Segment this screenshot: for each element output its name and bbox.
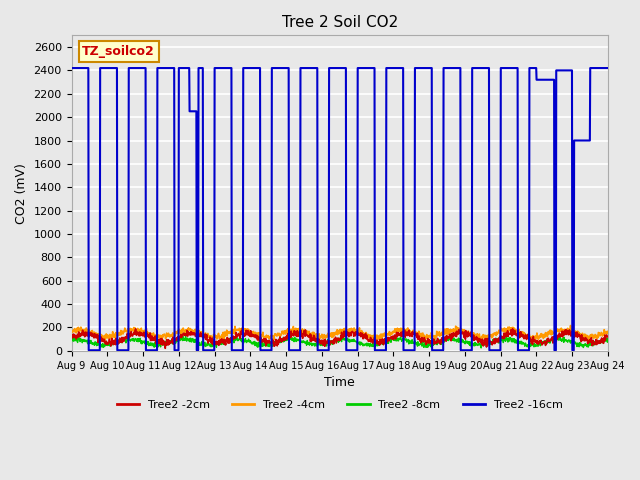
Tree2 -4cm	[307, 333, 314, 338]
Tree2 -2cm	[131, 328, 139, 334]
Tree2 -4cm	[586, 338, 593, 344]
Tree2 -8cm	[373, 343, 381, 348]
Tree2 -16cm	[109, 65, 117, 71]
Tree2 -16cm	[316, 348, 324, 353]
Text: TZ_soilco2: TZ_soilco2	[83, 45, 155, 58]
Tree2 -2cm	[307, 332, 315, 338]
Line: Tree2 -4cm: Tree2 -4cm	[72, 325, 608, 341]
Tree2 -2cm	[109, 340, 117, 346]
Tree2 -4cm	[566, 323, 574, 328]
Tree2 -16cm	[68, 65, 76, 71]
Title: Tree 2 Soil CO2: Tree 2 Soil CO2	[282, 15, 398, 30]
Tree2 -8cm	[604, 338, 612, 344]
Tree2 -2cm	[239, 325, 246, 331]
Line: Tree2 -8cm: Tree2 -8cm	[72, 336, 608, 348]
Tree2 -4cm	[295, 327, 303, 333]
Legend: Tree2 -2cm, Tree2 -4cm, Tree2 -8cm, Tree2 -16cm: Tree2 -2cm, Tree2 -4cm, Tree2 -8cm, Tree…	[112, 396, 567, 415]
Tree2 -8cm	[307, 340, 314, 346]
Tree2 -4cm	[373, 336, 381, 342]
Tree2 -2cm	[317, 338, 324, 344]
Tree2 -8cm	[295, 338, 303, 344]
Tree2 -16cm	[604, 65, 612, 71]
Tree2 -2cm	[604, 334, 612, 340]
Tree2 -2cm	[161, 346, 169, 351]
X-axis label: Time: Time	[324, 376, 355, 389]
Tree2 -2cm	[68, 334, 76, 340]
Tree2 -8cm	[68, 339, 76, 345]
Tree2 -8cm	[131, 337, 139, 343]
Line: Tree2 -2cm: Tree2 -2cm	[72, 328, 608, 348]
Tree2 -8cm	[442, 334, 450, 339]
Tree2 -8cm	[316, 341, 324, 347]
Tree2 -16cm	[307, 65, 314, 71]
Y-axis label: CO2 (mV): CO2 (mV)	[15, 163, 28, 224]
Tree2 -16cm	[373, 348, 381, 353]
Tree2 -4cm	[316, 334, 324, 339]
Tree2 -16cm	[296, 348, 303, 353]
Tree2 -8cm	[477, 345, 485, 351]
Tree2 -16cm	[85, 348, 93, 353]
Tree2 -2cm	[374, 341, 381, 347]
Tree2 -4cm	[68, 328, 76, 334]
Tree2 -16cm	[131, 65, 139, 71]
Tree2 -2cm	[296, 333, 303, 338]
Tree2 -4cm	[131, 325, 139, 331]
Line: Tree2 -16cm: Tree2 -16cm	[72, 68, 608, 350]
Tree2 -4cm	[109, 333, 117, 338]
Tree2 -8cm	[109, 341, 117, 347]
Tree2 -4cm	[604, 329, 612, 335]
